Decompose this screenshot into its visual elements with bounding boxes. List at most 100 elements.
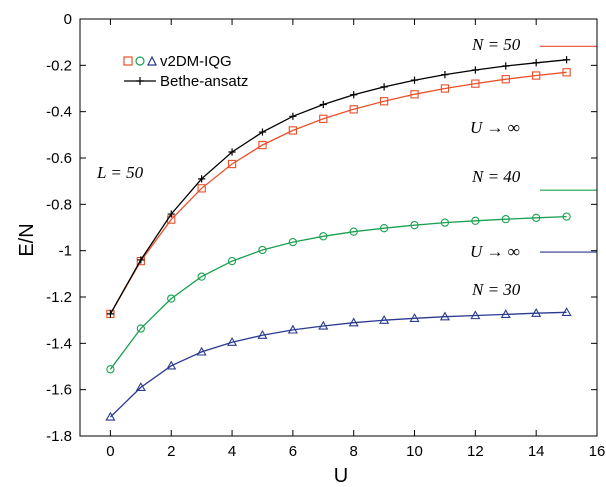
data-point-triangle xyxy=(409,313,420,322)
data-point-circle xyxy=(410,221,419,230)
data-point-triangle xyxy=(227,336,238,346)
legend-markers-label: v2DM-IQG xyxy=(160,53,232,70)
data-point-triangle xyxy=(105,411,116,421)
legend: v2DM-IQG Bethe-ansatz xyxy=(123,53,248,90)
data-point-plus xyxy=(319,100,327,109)
data-point-triangle xyxy=(561,307,572,316)
data-point-circle xyxy=(106,365,115,374)
data-point-triangle xyxy=(166,360,177,370)
x-tick-label: 2 xyxy=(167,443,175,460)
legend-circle-marker xyxy=(135,56,145,66)
annotation-n50: N = 50 xyxy=(471,35,521,54)
plot-frame xyxy=(79,18,598,437)
annotation-uinf-n40: U → ∞ xyxy=(470,242,520,261)
data-point-circle xyxy=(440,218,450,227)
data-point-square xyxy=(501,75,510,84)
y-tick-label: -1.8 xyxy=(46,428,72,445)
data-point-circle xyxy=(319,232,328,241)
x-tick-label: 4 xyxy=(228,443,236,460)
data-point-square xyxy=(288,126,298,135)
series-line-0 xyxy=(109,71,567,315)
data-point-plus xyxy=(471,66,479,74)
y-tick-label: -0.8 xyxy=(46,196,72,213)
data-point-plus xyxy=(137,256,145,264)
y-tick-label: -0.2 xyxy=(46,57,72,74)
data-point-triangle xyxy=(379,314,390,324)
data-point-plus xyxy=(410,76,419,84)
data-point-square xyxy=(379,97,389,106)
data-point-triangle xyxy=(470,310,481,320)
data-point-circle xyxy=(136,324,145,333)
data-point-plus xyxy=(532,59,540,67)
data-point-circle xyxy=(501,215,510,224)
data-point-circle xyxy=(227,256,237,266)
y-tick-label: -1.4 xyxy=(46,335,72,352)
data-point-circle xyxy=(288,237,298,247)
y-tick-label: 0 xyxy=(64,11,72,28)
series-line-3 xyxy=(109,59,567,315)
annotation-n30: N = 30 xyxy=(471,280,521,299)
x-tick-label: 12 xyxy=(467,443,484,460)
data-point-square xyxy=(410,90,419,99)
data-point-square xyxy=(349,105,358,114)
data-point-square xyxy=(440,84,450,93)
legend-line-label: Bethe-ansatz xyxy=(160,73,248,90)
data-point-plus xyxy=(258,128,267,136)
y-tick-label: -0.6 xyxy=(46,150,72,167)
x-tick-label: 10 xyxy=(406,443,423,460)
data-point-circle xyxy=(349,227,358,236)
data-point-plus xyxy=(350,91,358,99)
data-point-circle xyxy=(562,212,571,221)
data-point-plus xyxy=(289,112,297,120)
axes-layer: 0 2 4 6 8 10 12 14 16 0 -0.2 -0.4 -0.6 -0.8 -1 -1.2 -1.4… xyxy=(46,11,605,460)
legend-square-marker xyxy=(123,56,133,66)
data-point-square xyxy=(227,159,237,169)
x-tick-label: 6 xyxy=(289,443,297,460)
data-point-plus xyxy=(562,56,571,64)
legend-triangle-marker xyxy=(147,55,157,66)
annotation-L: L = 50 xyxy=(96,163,144,182)
data-point-triangle xyxy=(439,311,450,321)
data-point-circle xyxy=(471,216,480,225)
data-point-plus xyxy=(502,62,510,70)
data-point-plus xyxy=(167,210,175,218)
x-tick-label: 0 xyxy=(106,443,114,460)
y-tick-label: -1 xyxy=(59,243,72,260)
data-point-square xyxy=(197,184,206,193)
data-point-triangle xyxy=(287,324,298,334)
data-point-circle xyxy=(197,272,206,281)
data-point-square xyxy=(319,114,328,123)
data-point-square xyxy=(471,79,480,88)
data-point-circle xyxy=(258,245,267,255)
data-point-circle xyxy=(379,224,389,233)
y-axis-label: E/N xyxy=(16,223,38,256)
data-point-plus xyxy=(228,148,236,156)
x-tick-label: 14 xyxy=(528,443,545,460)
data-point-triangle xyxy=(531,308,542,317)
data-point-triangle xyxy=(348,317,359,327)
series-line-2 xyxy=(109,311,567,418)
plot-layer xyxy=(105,45,597,421)
annotation-uinf-n50: U → ∞ xyxy=(470,118,520,137)
data-point-square xyxy=(258,140,267,150)
data-point-square xyxy=(532,71,541,80)
data-point-triangle xyxy=(500,309,511,319)
legend-bethe-marker xyxy=(136,77,144,85)
data-point-plus xyxy=(380,83,388,91)
x-tick-label: 16 xyxy=(589,443,606,460)
data-point-circle xyxy=(167,294,176,303)
series-line-1 xyxy=(109,215,567,370)
data-point-square xyxy=(562,68,571,77)
data-point-triangle xyxy=(257,330,268,339)
data-point-circle xyxy=(532,213,541,222)
y-tick-label: -0.4 xyxy=(46,104,72,121)
data-point-triangle xyxy=(135,382,146,391)
data-point-plus xyxy=(106,310,115,318)
data-point-triangle xyxy=(196,346,207,356)
x-tick-label: 8 xyxy=(350,443,358,460)
data-point-plus xyxy=(198,175,206,183)
annotation-n40: N = 40 xyxy=(471,167,521,186)
data-point-triangle xyxy=(318,320,329,330)
y-tick-label: -1.2 xyxy=(46,289,72,306)
